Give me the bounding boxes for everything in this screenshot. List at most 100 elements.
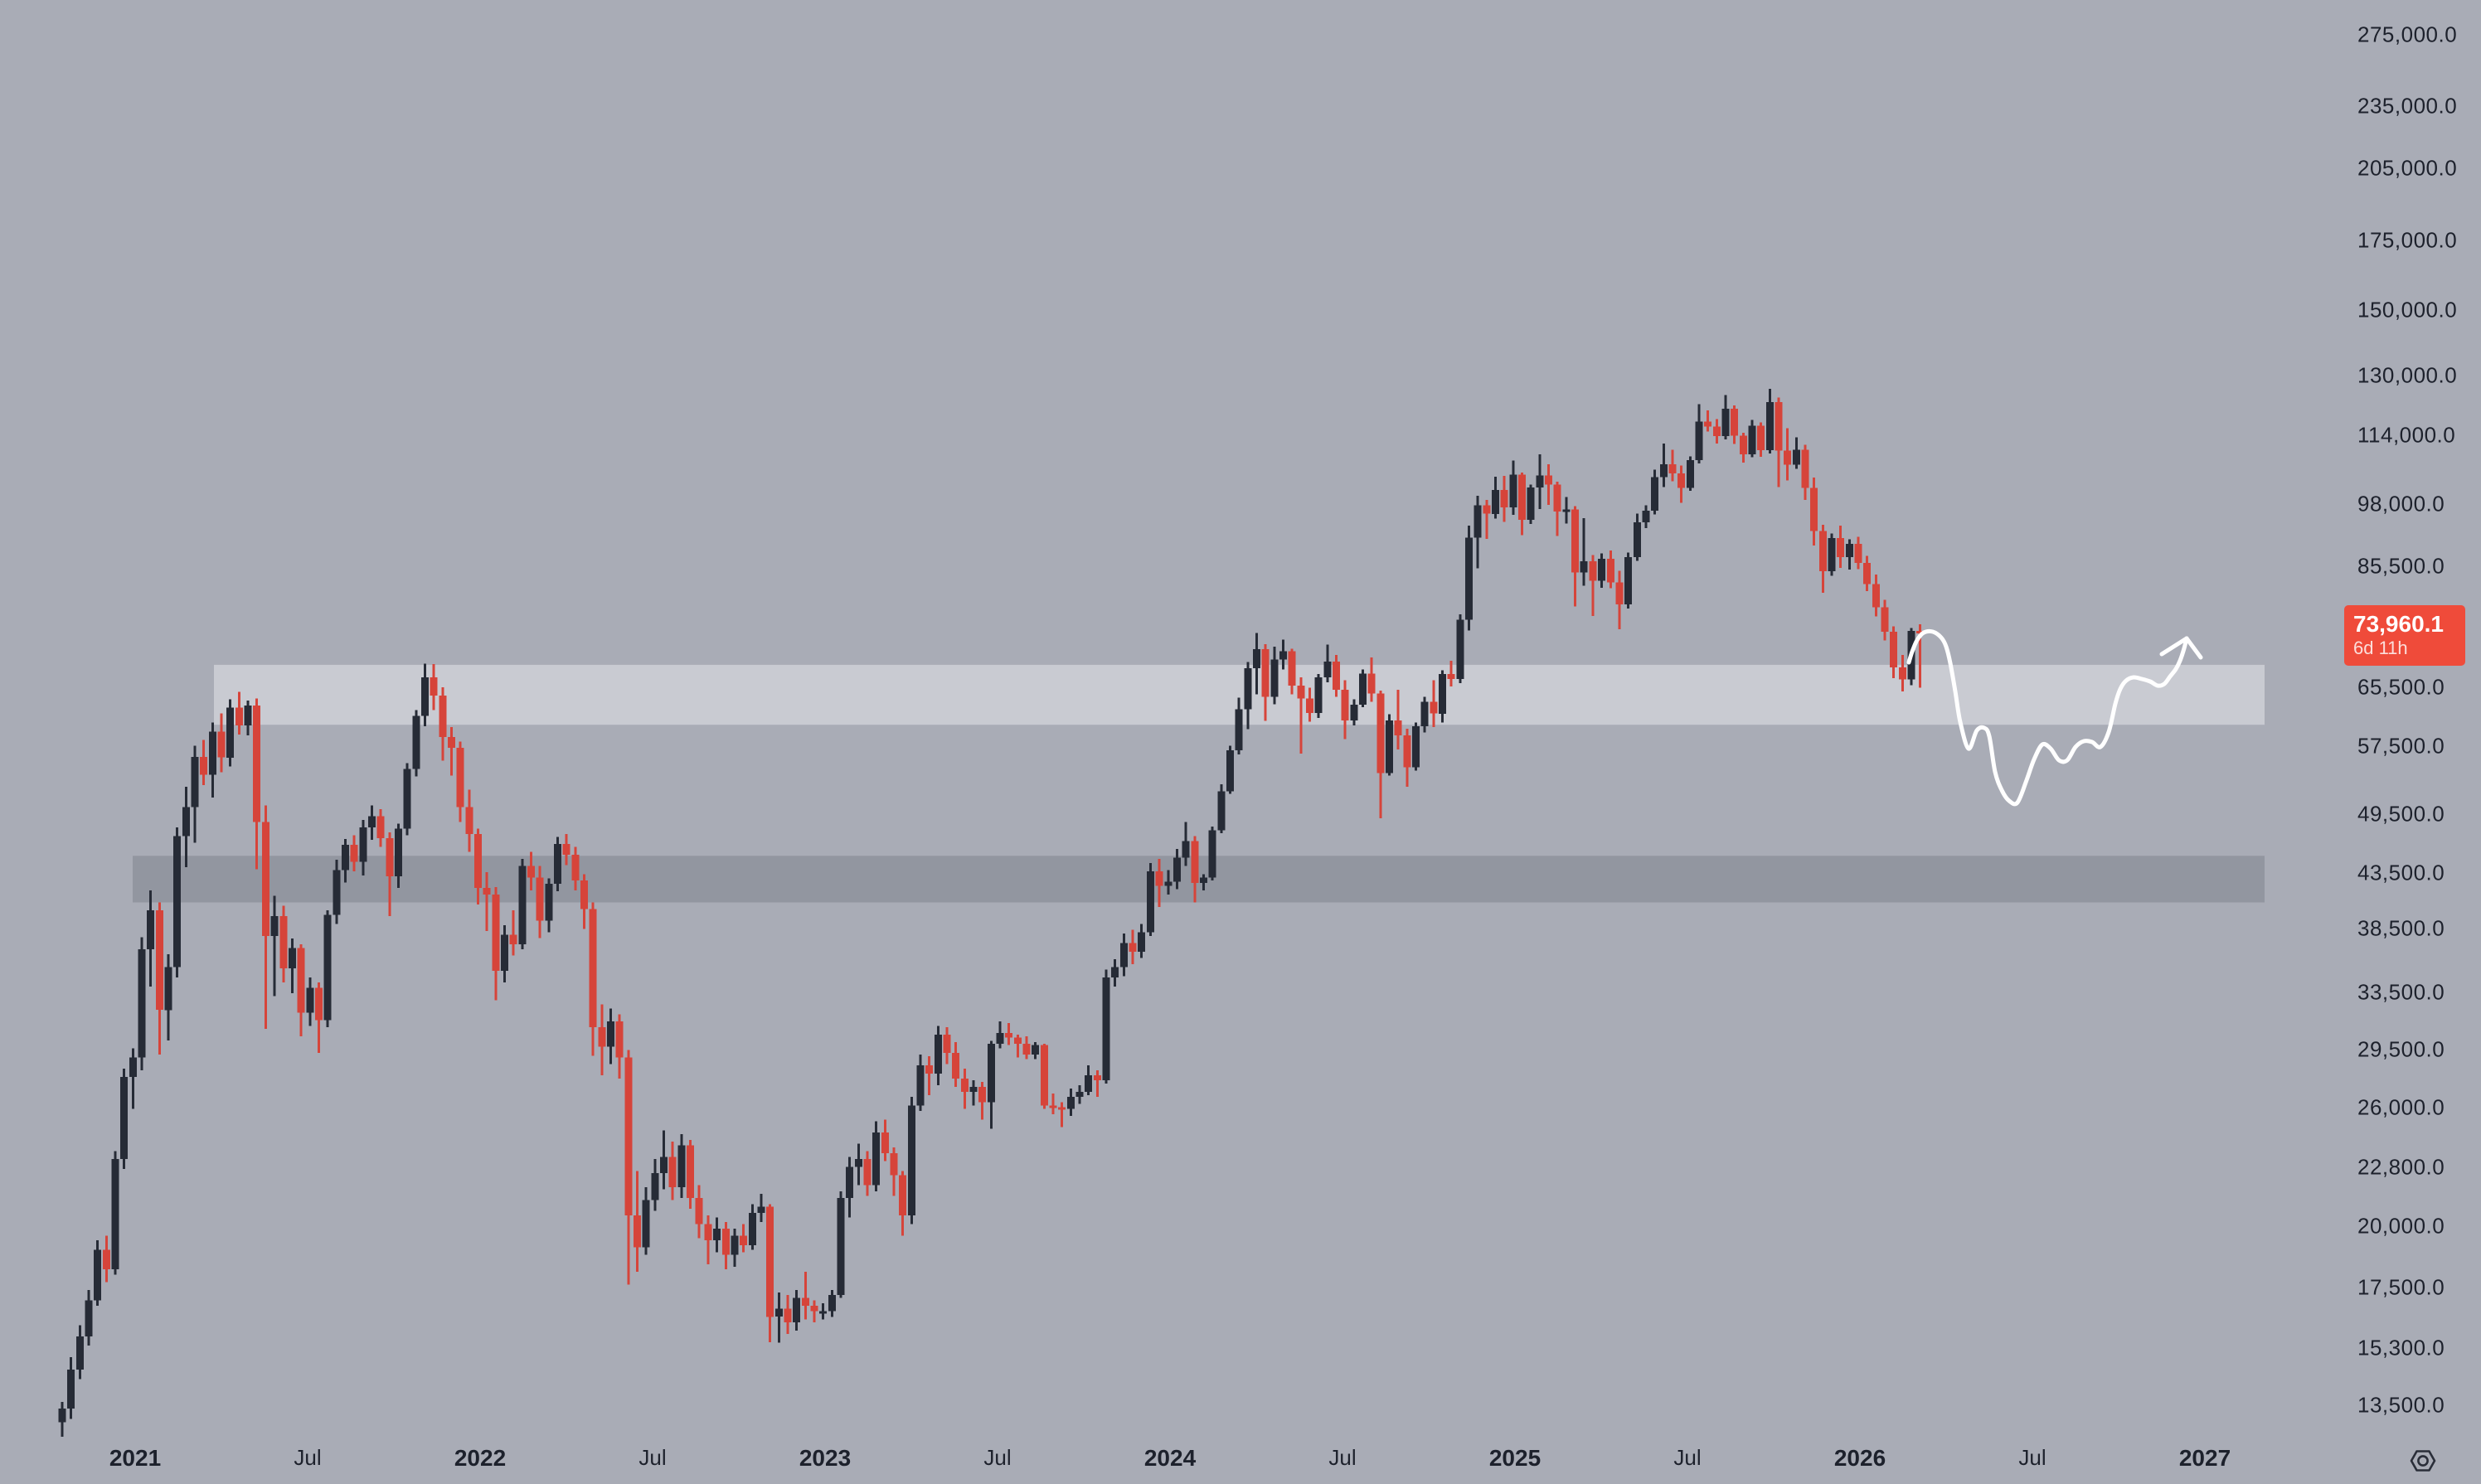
candle-up	[1350, 699, 1358, 726]
candle-up	[75, 1325, 84, 1380]
last-price-tag: 73,960.1 6d 11h	[2344, 605, 2465, 666]
candle-down	[509, 909, 517, 956]
projection-arrowhead	[2159, 636, 2189, 657]
candle-down	[1430, 680, 1438, 727]
candle-down	[1367, 657, 1376, 702]
candle-down	[766, 1204, 774, 1343]
candle-down	[279, 905, 288, 983]
price-tick-label: 33,500.0	[2357, 979, 2445, 1005]
candle-down	[1704, 410, 1712, 432]
candle-down	[1890, 626, 1898, 679]
candle-up	[1386, 714, 1393, 776]
candle-down	[102, 1235, 110, 1283]
candle-up	[607, 1008, 614, 1065]
candle-down	[1739, 433, 1747, 463]
candle-down	[571, 846, 580, 890]
candle-down	[899, 1171, 907, 1236]
candle-up	[1580, 517, 1588, 586]
candle-down	[881, 1119, 889, 1161]
candle-up	[1465, 526, 1473, 631]
candle-down	[1155, 858, 1163, 907]
time-tick-year: 2023	[799, 1445, 852, 1471]
candle-up	[244, 701, 252, 736]
candle-down	[217, 713, 226, 773]
price-tick-label: 13,500.0	[2357, 1392, 2445, 1418]
candle-down	[721, 1222, 730, 1270]
candle-up	[1182, 822, 1190, 866]
price-scale-settings-button[interactable]	[2401, 1443, 2445, 1479]
candle-down	[155, 902, 163, 1055]
candle-up	[1208, 827, 1216, 881]
candle-up	[1226, 745, 1234, 794]
candle-up	[94, 1240, 102, 1306]
candle-down	[1022, 1035, 1031, 1060]
candle-up	[642, 1187, 650, 1255]
candle-down	[695, 1185, 703, 1239]
candle-up	[1598, 553, 1606, 588]
candle-down	[439, 686, 447, 761]
candle-up	[1527, 484, 1535, 524]
candle-down	[1784, 428, 1792, 481]
time-tick-year: 2021	[109, 1445, 162, 1471]
candle-down	[527, 851, 535, 890]
candle-down	[492, 886, 500, 1001]
candle-down	[1775, 397, 1783, 487]
price-tick-label: 130,000.0	[2357, 362, 2458, 388]
candle-up	[1217, 784, 1226, 834]
candle-down	[235, 691, 243, 735]
projection-arrow-drawing[interactable]	[1906, 628, 2189, 807]
candle-down	[1040, 1043, 1048, 1109]
candle-up	[677, 1134, 686, 1198]
price-tick-label: 38,500.0	[2357, 915, 2445, 941]
candle-up	[333, 860, 341, 924]
candle-up	[819, 1302, 828, 1320]
candle-up	[1686, 456, 1694, 491]
time-tick-month: Jul	[983, 1445, 1012, 1470]
candle-up	[1509, 460, 1517, 515]
candle-up	[1420, 696, 1429, 733]
candle-up	[1138, 924, 1146, 958]
candle-down	[1333, 655, 1340, 697]
demand-zone-rect[interactable]	[133, 856, 2265, 903]
candle-up	[182, 787, 190, 867]
candle-up	[1792, 437, 1800, 469]
price-tick-label: 150,000.0	[2357, 297, 2458, 323]
candle-down	[1854, 536, 1862, 570]
price-tick-label: 85,500.0	[2357, 553, 2445, 579]
candle-down	[1881, 599, 1889, 641]
candle-up	[111, 1151, 119, 1275]
candle-up	[1659, 444, 1668, 487]
candle-down	[1261, 643, 1270, 721]
price-tick-label: 43,500.0	[2357, 860, 2445, 885]
candle-up	[191, 745, 199, 843]
candle-up	[164, 954, 172, 1041]
candle-up	[1845, 539, 1853, 570]
candle-up	[270, 895, 279, 997]
candle-up	[518, 858, 527, 949]
candle-down	[598, 1004, 606, 1075]
candle-up	[1323, 644, 1332, 682]
candle-up	[1642, 505, 1650, 529]
candle-up	[1748, 419, 1756, 458]
candle-up	[147, 890, 155, 987]
candle-up	[1173, 848, 1181, 890]
candle-down	[978, 1081, 987, 1120]
candle-up	[1235, 697, 1243, 754]
last-price-value: 73,960.1	[2353, 611, 2444, 638]
time-tick-year: 2025	[1488, 1445, 1542, 1471]
candle-up	[412, 710, 420, 777]
candle-up	[934, 1026, 942, 1085]
candle-down	[1589, 555, 1597, 616]
candle-down	[1818, 525, 1827, 594]
candle-up	[1279, 639, 1287, 670]
candle-up	[916, 1054, 925, 1111]
candle-up	[1412, 722, 1420, 771]
candle-up	[1359, 669, 1367, 707]
candle-down	[536, 866, 544, 938]
candle-up	[1244, 662, 1252, 730]
candle-up	[138, 937, 146, 1070]
candle-up	[1085, 1065, 1093, 1095]
candle-down	[1306, 687, 1313, 722]
candle-up	[1651, 469, 1659, 515]
